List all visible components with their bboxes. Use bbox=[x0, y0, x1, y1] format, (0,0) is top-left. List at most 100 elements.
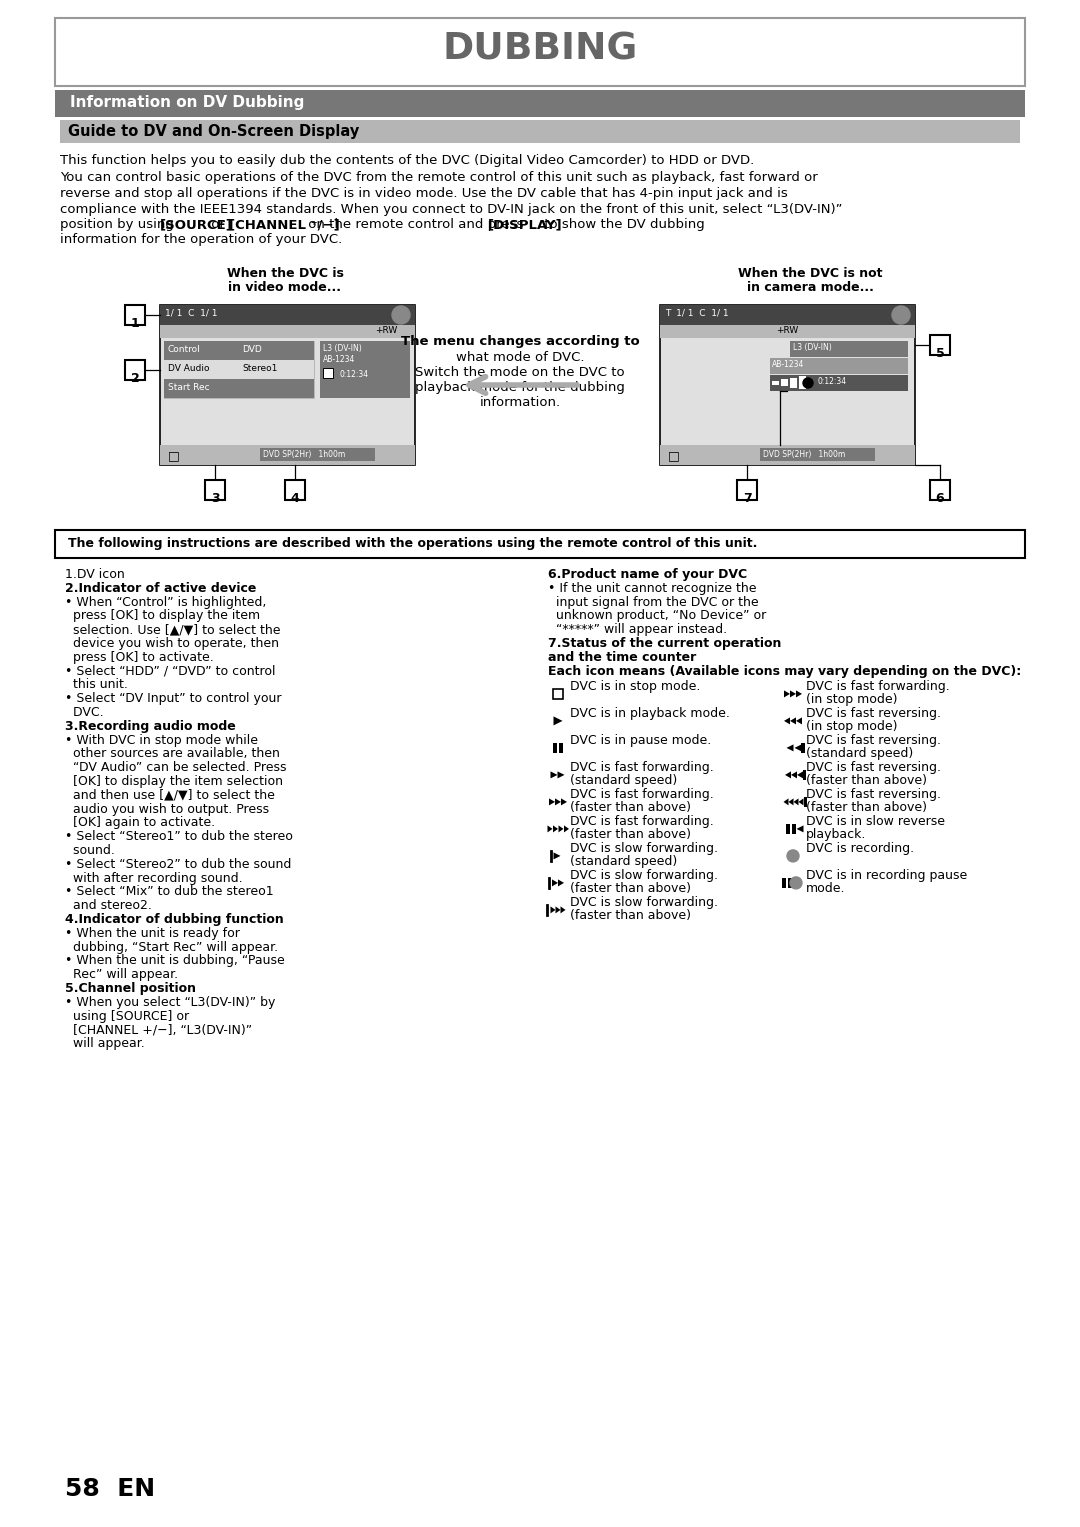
Text: (faster than above): (faster than above) bbox=[806, 802, 927, 814]
Bar bbox=[789, 341, 908, 357]
Text: “*****” will appear instead.: “*****” will appear instead. bbox=[548, 623, 727, 637]
Bar bbox=[125, 360, 145, 380]
Circle shape bbox=[787, 851, 799, 861]
Text: 3: 3 bbox=[211, 492, 219, 505]
Text: DVC is fast reversing.: DVC is fast reversing. bbox=[806, 788, 941, 802]
Bar bbox=[164, 341, 314, 399]
Text: 7: 7 bbox=[743, 492, 752, 505]
Polygon shape bbox=[554, 852, 561, 860]
Text: (standard speed): (standard speed) bbox=[570, 774, 677, 788]
Text: compliance with the IEEE1394 standards. When you connect to DV-IN jack on the fr: compliance with the IEEE1394 standards. … bbox=[60, 203, 842, 215]
Text: in camera mode...: in camera mode... bbox=[746, 281, 874, 295]
Bar bbox=[801, 744, 805, 753]
Text: +RW: +RW bbox=[375, 325, 397, 334]
Text: other sources are available, then: other sources are available, then bbox=[65, 747, 280, 760]
Text: mode.: mode. bbox=[806, 883, 846, 895]
Bar bbox=[320, 341, 410, 399]
Text: selection. Use [▲/▼] to select the: selection. Use [▲/▼] to select the bbox=[65, 623, 281, 637]
Text: to show the DV dubbing: to show the DV dubbing bbox=[540, 218, 705, 231]
Text: will appear.: will appear. bbox=[65, 1037, 145, 1051]
Text: Start Rec: Start Rec bbox=[168, 383, 210, 392]
Text: DVC is fast forwarding.: DVC is fast forwarding. bbox=[570, 788, 714, 802]
Text: You can control basic operations of the DVC from the remote control of this unit: You can control basic operations of the … bbox=[60, 171, 818, 185]
Text: this unit.: this unit. bbox=[65, 678, 127, 692]
Polygon shape bbox=[555, 907, 561, 913]
Text: Switch the mode on the DVC to: Switch the mode on the DVC to bbox=[415, 366, 625, 379]
Text: device you wish to operate, then: device you wish to operate, then bbox=[65, 637, 279, 651]
Polygon shape bbox=[561, 907, 566, 913]
Bar bbox=[737, 479, 757, 499]
Text: +RW: +RW bbox=[775, 325, 798, 334]
Bar bbox=[164, 360, 314, 379]
Polygon shape bbox=[549, 799, 555, 805]
Text: • With DVC in stop mode while: • With DVC in stop mode while bbox=[65, 733, 258, 747]
Polygon shape bbox=[557, 771, 565, 779]
Text: Rec” will appear.: Rec” will appear. bbox=[65, 968, 178, 982]
Text: information.: information. bbox=[480, 395, 561, 409]
Text: 5: 5 bbox=[935, 347, 944, 360]
Text: 4.Indicator of dubbing function: 4.Indicator of dubbing function bbox=[65, 913, 284, 925]
Bar bbox=[788, 878, 792, 887]
Text: 1/ 1  C  1/ 1: 1/ 1 C 1/ 1 bbox=[165, 308, 217, 318]
Bar bbox=[660, 305, 915, 325]
Text: The following instructions are described with the operations using the remote co: The following instructions are described… bbox=[68, 538, 757, 550]
Text: DVC is slow forwarding.: DVC is slow forwarding. bbox=[570, 869, 718, 883]
Bar bbox=[789, 379, 797, 388]
Text: • If the unit cannot recognize the: • If the unit cannot recognize the bbox=[548, 582, 756, 596]
Text: DVD SP(2Hr)   1h00m: DVD SP(2Hr) 1h00m bbox=[762, 450, 846, 460]
Text: position by using: position by using bbox=[60, 218, 178, 231]
Bar bbox=[770, 376, 908, 391]
Text: (standard speed): (standard speed) bbox=[570, 855, 677, 869]
Text: DVC.: DVC. bbox=[65, 705, 104, 719]
Polygon shape bbox=[553, 826, 558, 832]
Bar bbox=[164, 341, 314, 360]
Bar bbox=[772, 382, 779, 385]
Text: [CHANNEL +/−], “L3(DV-IN)”: [CHANNEL +/−], “L3(DV-IN)” bbox=[65, 1023, 252, 1037]
Text: DVC is fast reversing.: DVC is fast reversing. bbox=[806, 734, 941, 747]
Polygon shape bbox=[552, 880, 558, 886]
Text: AB-1234: AB-1234 bbox=[772, 360, 805, 370]
Text: Information on DV Dubbing: Information on DV Dubbing bbox=[70, 95, 305, 110]
Text: sound.: sound. bbox=[65, 844, 114, 857]
Text: 4: 4 bbox=[291, 492, 299, 505]
Circle shape bbox=[804, 379, 813, 388]
Text: [DISPLAY]: [DISPLAY] bbox=[488, 218, 563, 231]
Text: with after recording sound.: with after recording sound. bbox=[65, 872, 243, 884]
Polygon shape bbox=[795, 744, 801, 751]
Polygon shape bbox=[555, 799, 561, 805]
Bar bbox=[160, 325, 415, 337]
Bar bbox=[660, 305, 915, 466]
Text: input signal from the DVC or the: input signal from the DVC or the bbox=[548, 596, 758, 609]
Circle shape bbox=[392, 305, 410, 324]
Polygon shape bbox=[786, 744, 794, 751]
Text: 6: 6 bbox=[935, 492, 944, 505]
Bar bbox=[782, 878, 786, 887]
Polygon shape bbox=[558, 880, 564, 886]
Bar bbox=[164, 379, 314, 399]
Text: DVC is fast reversing.: DVC is fast reversing. bbox=[806, 762, 941, 774]
Text: DVC is fast forwarding.: DVC is fast forwarding. bbox=[806, 681, 949, 693]
Text: DVC is in recording pause: DVC is in recording pause bbox=[806, 869, 968, 883]
Text: (standard speed): (standard speed) bbox=[806, 747, 914, 760]
Text: • Select “DV Input” to control your: • Select “DV Input” to control your bbox=[65, 692, 282, 705]
Bar bbox=[553, 689, 563, 699]
Bar bbox=[260, 447, 375, 461]
Text: The menu changes according to: The menu changes according to bbox=[401, 334, 639, 348]
Bar bbox=[786, 825, 789, 834]
Text: in video mode...: in video mode... bbox=[229, 281, 341, 295]
Text: L3 (DV-IN): L3 (DV-IN) bbox=[793, 344, 832, 353]
Polygon shape bbox=[794, 799, 798, 805]
Text: reverse and stop all operations if the DVC is in video mode. Use the DV cable th: reverse and stop all operations if the D… bbox=[60, 186, 787, 200]
Polygon shape bbox=[564, 826, 569, 832]
Bar bbox=[660, 444, 915, 466]
Text: information for the operation of your DVC.: information for the operation of your DV… bbox=[60, 234, 342, 246]
Text: DVC is fast forwarding.: DVC is fast forwarding. bbox=[570, 762, 714, 774]
Bar bbox=[770, 357, 908, 374]
Text: Control: Control bbox=[168, 345, 201, 354]
Text: dubbing, “Start Rec” will appear.: dubbing, “Start Rec” will appear. bbox=[65, 941, 279, 953]
Text: • Select “HDD” / “DVD” to control: • Select “HDD” / “DVD” to control bbox=[65, 664, 275, 678]
Text: DVC is in playback mode.: DVC is in playback mode. bbox=[570, 707, 730, 721]
Bar bbox=[660, 325, 915, 337]
Text: (faster than above): (faster than above) bbox=[570, 883, 691, 895]
Text: 0:12:34: 0:12:34 bbox=[340, 370, 369, 379]
